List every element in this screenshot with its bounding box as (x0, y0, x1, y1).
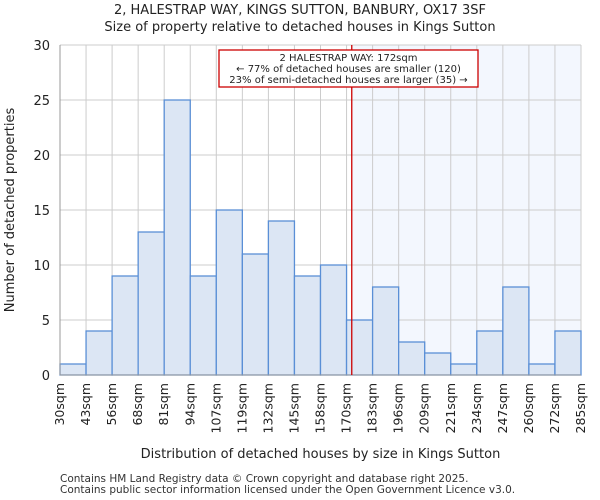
chart-subtitle: Size of property relative to detached ho… (104, 20, 496, 35)
x-tick-label: 196sqm (391, 383, 406, 433)
x-tick-label: 234sqm (469, 383, 484, 433)
bar-247sqm (502, 286, 530, 376)
bar-43sqm (85, 330, 113, 376)
x-tick-label: 209sqm (417, 383, 432, 433)
bar-30sqm (59, 363, 87, 376)
y-tick-label: 15 (33, 204, 50, 219)
x-tick-label: 30sqm (52, 383, 67, 426)
x-tick-label: 107sqm (208, 383, 223, 433)
x-tick-label: 285sqm (573, 383, 588, 433)
x-tick-label: 145sqm (286, 383, 301, 433)
x-tick-label: 81sqm (156, 383, 171, 426)
bar-196sqm (397, 341, 426, 376)
x-tick-label: 247sqm (495, 383, 510, 433)
annotation-line-2: ← 77% of detached houses are smaller (12… (236, 64, 461, 75)
x-tick-label: 68sqm (130, 383, 145, 426)
bar-145sqm (293, 275, 322, 376)
x-tick-label: 221sqm (443, 383, 458, 433)
x-tick-label: 56sqm (104, 383, 119, 426)
bar-132sqm (267, 220, 296, 376)
x-tick-label: 183sqm (365, 383, 380, 433)
chart-title: 2, HALESTRAP WAY, KINGS SUTTON, BANBURY,… (114, 3, 486, 18)
bar-209sqm (424, 352, 452, 376)
y-tick-label: 10 (33, 259, 50, 274)
annotation-line-3: 23% of semi-detached houses are larger (… (229, 75, 467, 86)
y-tick-label: 25 (33, 94, 50, 109)
footer-line-2: Contains public sector information licen… (60, 484, 516, 496)
x-tick-label: 94sqm (182, 383, 197, 426)
x-tick-label: 272sqm (547, 383, 562, 433)
y-tick-label: 20 (33, 149, 50, 164)
bar-107sqm (215, 209, 244, 376)
y-tick-label: 0 (42, 369, 50, 384)
bar-234sqm (476, 330, 504, 376)
footer-line-1: Contains HM Land Registry data © Crown c… (60, 473, 469, 485)
x-tick-label: 119sqm (234, 383, 249, 433)
x-tick-label: 260sqm (521, 383, 536, 433)
bar-94sqm (189, 275, 217, 376)
annotation-line-1: 2 HALESTRAP WAY: 172sqm (280, 53, 418, 64)
bar-68sqm (137, 231, 165, 376)
x-axis-label: Distribution of detached houses by size … (141, 447, 501, 462)
y-tick-label: 30 (33, 39, 50, 54)
y-axis-label: Number of detached properties (3, 108, 18, 313)
bar-272sqm (554, 330, 582, 376)
x-tick-label: 158sqm (313, 383, 328, 433)
bar-81sqm (163, 99, 191, 376)
bar-170sqm (345, 319, 374, 376)
x-tick-label: 132sqm (260, 383, 275, 433)
y-tick-label: 5 (42, 314, 50, 329)
bar-56sqm (111, 275, 139, 376)
bar-183sqm (371, 286, 400, 376)
annotation-box (218, 49, 479, 88)
bar-260sqm (528, 363, 556, 376)
x-tick-label: 43sqm (78, 383, 93, 426)
x-tick-label: 170sqm (339, 383, 354, 433)
bar-119sqm (241, 253, 270, 376)
bar-158sqm (319, 264, 348, 376)
bar-221sqm (450, 363, 478, 376)
